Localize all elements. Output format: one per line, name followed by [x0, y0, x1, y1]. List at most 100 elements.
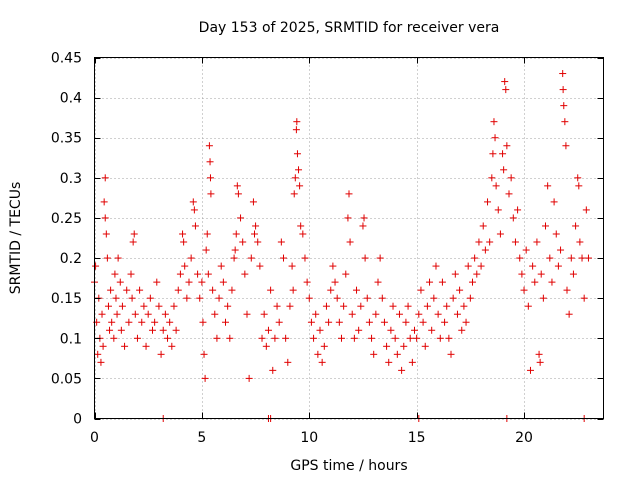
data-point — [101, 214, 109, 222]
data-point — [140, 302, 148, 310]
data-point — [464, 262, 472, 270]
data-point — [217, 262, 225, 270]
data-point — [228, 286, 236, 294]
y-tick-label: 0.15 — [51, 291, 82, 307]
x-tick-label: 0 — [90, 430, 99, 446]
data-point — [215, 294, 223, 302]
data-point — [185, 278, 193, 286]
data-point — [484, 198, 492, 206]
data-point — [107, 286, 115, 294]
data-point — [310, 334, 318, 342]
data-point — [353, 286, 361, 294]
data-point — [402, 318, 410, 326]
y-tick-label: 0.45 — [51, 51, 82, 67]
data-point — [104, 302, 112, 310]
data-point — [209, 286, 217, 294]
data-point — [211, 310, 219, 318]
data-point — [111, 270, 119, 278]
data-point — [288, 262, 296, 270]
data-point — [100, 198, 108, 206]
y-tick-label: 0.05 — [51, 371, 82, 387]
data-point — [130, 230, 138, 238]
data-point — [194, 270, 202, 278]
data-point — [198, 278, 206, 286]
data-point — [576, 238, 584, 246]
data-point — [204, 270, 212, 278]
data-point — [398, 366, 406, 374]
data-point — [114, 254, 122, 262]
data-point — [181, 262, 189, 270]
data-point — [299, 230, 307, 238]
data-point — [166, 318, 174, 326]
data-point — [460, 302, 468, 310]
data-point — [172, 326, 180, 334]
data-point — [254, 238, 262, 246]
data-points — [91, 70, 592, 422]
data-point — [552, 230, 560, 238]
data-point — [473, 270, 481, 278]
data-point — [389, 302, 397, 310]
data-point — [183, 294, 191, 302]
data-point — [318, 358, 326, 366]
data-point — [415, 310, 423, 318]
data-point — [251, 230, 259, 238]
data-point — [271, 334, 279, 342]
data-point — [267, 286, 275, 294]
data-point — [561, 118, 569, 126]
data-point — [199, 318, 207, 326]
y-tick-labels: 0 0.05 0.1 0.15 0.2 0.25 0.3 0.35 0.4 0.… — [51, 51, 82, 428]
data-point — [203, 230, 211, 238]
data-point — [560, 102, 568, 110]
data-point — [539, 294, 547, 302]
data-point — [385, 358, 393, 366]
data-point — [262, 342, 270, 350]
data-point — [136, 286, 144, 294]
data-point — [500, 166, 508, 174]
data-point — [301, 254, 309, 262]
data-point — [489, 150, 497, 158]
data-point — [291, 174, 299, 182]
data-point — [494, 206, 502, 214]
data-point — [168, 342, 176, 350]
data-point — [206, 174, 214, 182]
data-point — [269, 366, 277, 374]
data-point — [320, 342, 328, 350]
data-point — [400, 342, 408, 350]
data-point — [337, 334, 345, 342]
data-point — [138, 318, 146, 326]
data-point — [378, 294, 386, 302]
data-point — [213, 334, 221, 342]
data-point — [290, 190, 298, 198]
data-point — [486, 238, 494, 246]
y-tick-label: 0.3 — [60, 171, 82, 187]
data-point — [232, 230, 240, 238]
data-point — [190, 206, 198, 214]
x-tick-labels: 0 5 10 15 20 — [90, 430, 533, 446]
data-point — [170, 302, 178, 310]
data-point — [121, 342, 129, 350]
data-point — [421, 342, 429, 350]
y-tick-label: 0.1 — [60, 331, 82, 347]
data-point — [279, 254, 287, 262]
data-point — [430, 294, 438, 302]
data-point — [252, 222, 260, 230]
data-point — [502, 86, 510, 94]
data-point — [575, 182, 583, 190]
data-point — [370, 350, 378, 358]
data-point — [393, 350, 401, 358]
data-point — [490, 118, 498, 126]
data-point — [258, 334, 266, 342]
data-point — [582, 206, 590, 214]
data-point — [303, 278, 311, 286]
data-point — [468, 278, 476, 286]
data-point — [200, 350, 208, 358]
data-point — [357, 302, 365, 310]
data-point — [117, 326, 125, 334]
data-point — [458, 326, 466, 334]
y-tick-label: 0 — [73, 412, 82, 428]
data-point — [544, 182, 552, 190]
data-point — [153, 278, 161, 286]
data-point — [529, 262, 537, 270]
data-point — [249, 198, 257, 206]
